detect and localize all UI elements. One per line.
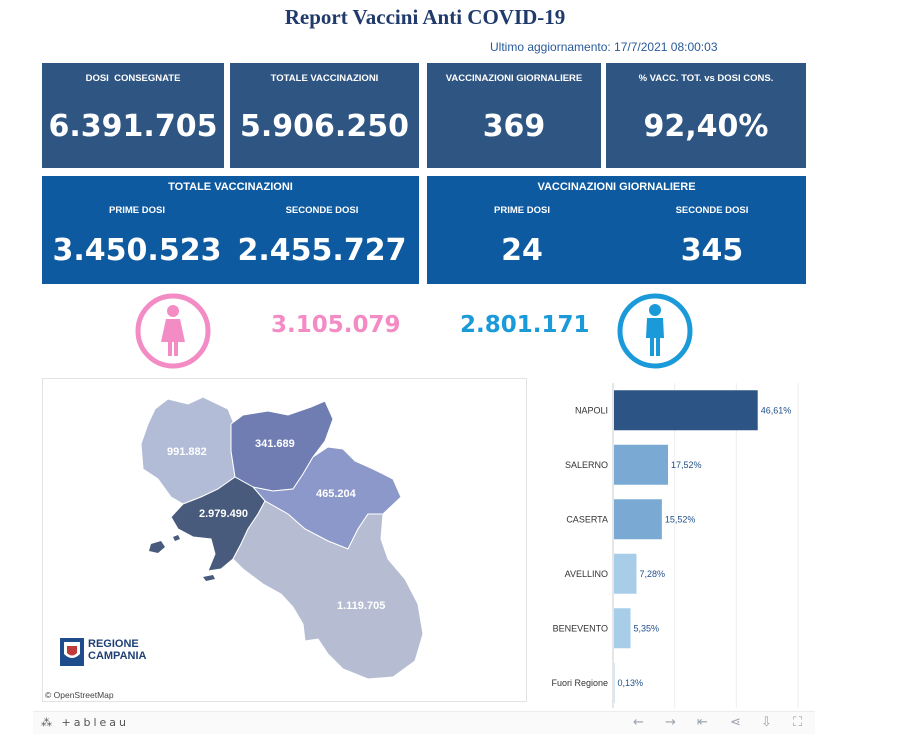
bar-value-label: 7,28% xyxy=(639,569,665,579)
second-dose-label: SECONDE DOSI xyxy=(675,205,749,216)
map-attribution: © OpenStreetMap xyxy=(45,690,114,700)
last-update: Ultimo aggiornamento: 17/7/2021 08:00:03 xyxy=(490,40,718,54)
first-dose-value: 3.450.523 xyxy=(52,233,222,268)
first-dose-value: 24 xyxy=(501,233,543,268)
first-dose-label: PRIME DOSI xyxy=(109,205,165,216)
bar-chart-svg: NAPOLI 46,61% SALERNO 17,52% CASERTA 15,52% AV… xyxy=(551,383,799,710)
island-ischia xyxy=(149,541,165,553)
category-label: NAPOLI xyxy=(575,405,608,415)
category-label: BENEVENTO xyxy=(553,623,608,633)
province-salerno[interactable] xyxy=(232,500,424,680)
label-napoli: 2.979.490 xyxy=(199,508,248,520)
redo-icon[interactable]: → xyxy=(665,715,676,730)
category-label: CASERTA xyxy=(566,514,608,524)
kpi-label: VACCINAZIONI GIORNALIERE xyxy=(445,73,583,84)
logo-line-1: REGIONE xyxy=(88,638,139,650)
category-label: Fuori Regione xyxy=(551,678,608,688)
male-person-icon xyxy=(617,293,693,369)
island-procida xyxy=(173,535,180,541)
kpi-value: 369 xyxy=(482,109,546,144)
map-canvas[interactable]: 991.882 341.689 465.204 2.979.490 1.119.… xyxy=(43,379,526,701)
campania-map[interactable]: 991.882 341.689 465.204 2.979.490 1.119.… xyxy=(42,378,527,702)
panel-title: VACCINAZIONI GIORNALIERE xyxy=(537,181,696,193)
label-benevento: 341.689 xyxy=(255,438,295,450)
second-dose-value: 345 xyxy=(680,233,744,268)
kpi-dosi-consegnate: DOSI CONSEGNATE 6.391.705 xyxy=(42,63,224,168)
label-avellino: 465.204 xyxy=(316,488,357,500)
kpi-value: 92,40% xyxy=(643,109,769,144)
category-label: AVELLINO xyxy=(565,569,608,579)
logo-line-2: CAMPANIA xyxy=(88,650,147,662)
female-vaccinated-value: 3.105.079 xyxy=(271,312,401,338)
kpi-label: DOSI CONSEGNATE xyxy=(85,73,181,84)
bar[interactable] xyxy=(614,390,758,431)
label-salerno: 1.119.705 xyxy=(337,600,385,612)
province-bar-chart: NAPOLI 46,61% SALERNO 17,52% CASERTA 15,52% AV… xyxy=(540,378,810,710)
female-person-icon xyxy=(135,293,211,369)
bar-value-label: 15,52% xyxy=(665,514,696,524)
report-title: Report Vaccini Anti COVID-19 xyxy=(284,5,566,29)
share-icon[interactable]: ⋖ xyxy=(730,715,741,730)
bar-value-label: 46,61% xyxy=(761,405,792,415)
second-dose-value: 2.455.727 xyxy=(237,233,407,268)
kpi-value: 5.906.250 xyxy=(240,109,409,144)
revert-icon[interactable]: ⇤ xyxy=(697,715,708,730)
male-vaccinated-value: 2.801.171 xyxy=(460,312,590,338)
tableau-logo[interactable]: ⁂ +ableau xyxy=(41,716,129,729)
panel-vaccinazioni-giornaliere: VACCINAZIONI GIORNALIERE PRIME DOSI SECO… xyxy=(427,176,806,284)
tableau-toolbar: ⁂ +ableau ← → ⇤ ⋖ ⇩ ⛶ xyxy=(33,711,815,734)
region-shield-icon xyxy=(60,638,84,666)
label-caserta: 991.882 xyxy=(167,446,207,458)
kpi-percentuale: % VACC. TOT. vs DOSI CONS. 92,40% xyxy=(606,63,806,168)
bar-value-label: 17,52% xyxy=(671,460,702,470)
kpi-label: % VACC. TOT. vs DOSI CONS. xyxy=(638,73,774,84)
kpi-value: 6.391.705 xyxy=(48,109,218,144)
kpi-vaccinazioni-giornaliere: VACCINAZIONI GIORNALIERE 369 xyxy=(427,63,601,168)
bar-value-label: 0,13% xyxy=(618,678,644,688)
download-icon[interactable]: ⇩ xyxy=(761,715,772,730)
bar[interactable] xyxy=(614,444,669,485)
kpi-totale-vaccinazioni: TOTALE VACCINAZIONI 5.906.250 xyxy=(230,63,419,168)
panel-totale-vaccinazioni: TOTALE VACCINAZIONI PRIME DOSI SECONDE D… xyxy=(42,176,419,284)
undo-icon[interactable]: ← xyxy=(633,715,644,730)
bar[interactable] xyxy=(614,499,662,540)
first-dose-label: PRIME DOSI xyxy=(494,205,550,216)
bar[interactable] xyxy=(614,553,637,594)
tableau-brand: +ableau xyxy=(61,716,129,729)
bar-value-label: 5,35% xyxy=(633,623,659,633)
category-label: SALERNO xyxy=(565,460,608,470)
fullscreen-icon[interactable]: ⛶ xyxy=(793,715,803,730)
kpi-label: TOTALE VACCINAZIONI xyxy=(270,73,379,84)
panel-title: TOTALE VACCINAZIONI xyxy=(168,181,293,193)
tableau-cross-icon: ⁂ xyxy=(41,716,55,729)
bar[interactable] xyxy=(614,662,615,703)
bar[interactable] xyxy=(614,608,631,649)
island-capri xyxy=(203,575,215,581)
second-dose-label: SECONDE DOSI xyxy=(285,205,359,216)
